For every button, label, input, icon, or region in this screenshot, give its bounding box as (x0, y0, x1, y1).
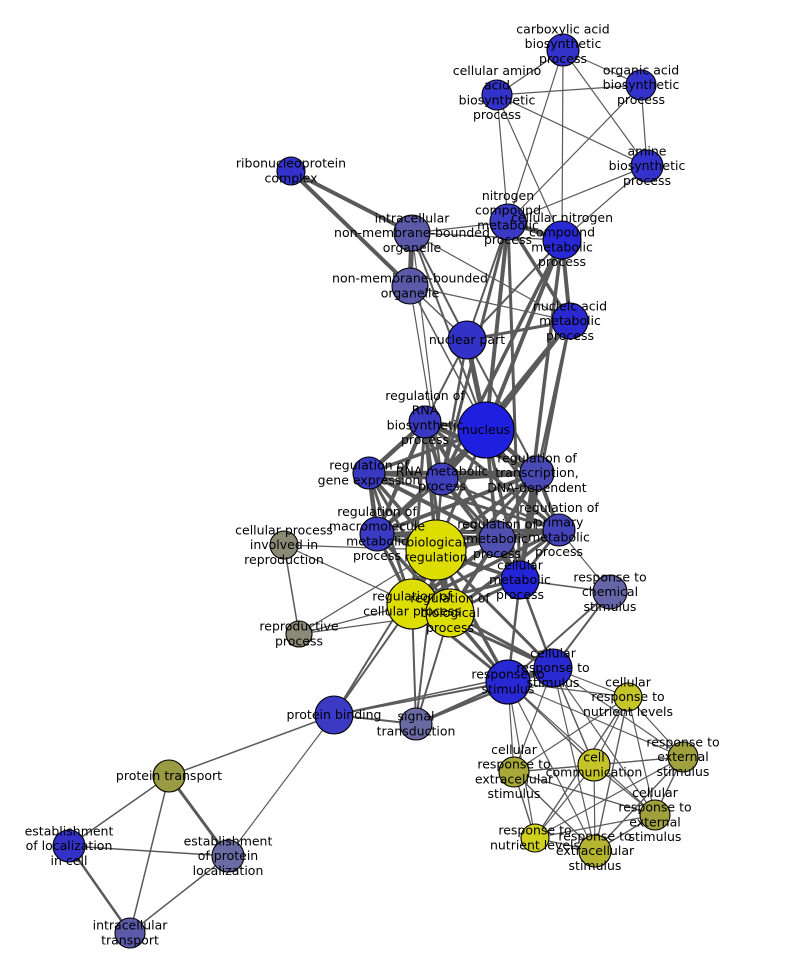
graph-node-response-to-stimulus[interactable] (485, 659, 531, 705)
graph-edge (411, 232, 563, 241)
graph-edge (496, 94, 648, 167)
graph-edge (367, 471, 499, 541)
graph-edge (333, 549, 437, 716)
graph-edge (168, 714, 335, 777)
graph-edge (513, 771, 596, 852)
graph-node-cellular-amino-acid-biosynthetic-process[interactable] (481, 79, 513, 111)
graph-node-amine-biosynthetic-process[interactable] (630, 149, 664, 183)
graph-edge (507, 591, 611, 683)
graph-edge (167, 774, 230, 858)
graph-node-ribonucleoprotein-complex[interactable] (276, 156, 306, 186)
graph-node-regulation-of-rna-biosynthetic-process[interactable] (408, 405, 442, 439)
graph-edge (552, 667, 656, 816)
graph-node-cellular-response-to-stimulus[interactable] (533, 648, 573, 688)
graph-edge (507, 49, 564, 223)
graph-node-biological-regulation[interactable] (405, 519, 467, 581)
graph-node-intracellular-non-membrane-bounded-organelle[interactable] (393, 214, 431, 252)
graph-node-carboxylic-acid-biosynthetic-process[interactable] (546, 33, 580, 67)
graph-edge (484, 220, 510, 432)
graph-edge (375, 420, 427, 536)
graph-edge (375, 528, 561, 536)
graph-node-nucleic-acid-metabolic-process[interactable] (551, 302, 589, 340)
graph-node-establishment-of-localization-in-cell[interactable] (52, 829, 86, 863)
graph-edge (627, 696, 656, 816)
graph-node-response-to-external-stimulus[interactable] (667, 741, 699, 773)
graph-edge (68, 775, 170, 847)
graph-node-cell-communication[interactable] (577, 748, 611, 782)
graph-node-regulation-of-gene-expression[interactable] (352, 456, 386, 490)
graph-edge (552, 667, 596, 852)
graph-edge (414, 666, 555, 726)
graph-node-cellular-process-involved-in-reproduction[interactable] (269, 530, 299, 560)
graph-node-intracellular-transport[interactable] (114, 917, 146, 949)
graph-edge (411, 232, 487, 431)
graph-node-response-to-chemical-stimulus[interactable] (592, 574, 628, 610)
graph-edge (594, 756, 684, 852)
graph-edge (375, 471, 539, 536)
graph-node-regulation-of-transcription-dna-dependent[interactable] (519, 455, 555, 491)
graph-node-response-to-nutrient-levels[interactable] (520, 823, 550, 853)
graph-node-signal-transduction[interactable] (399, 707, 433, 741)
graph-node-cellular-response-to-external-stimulus[interactable] (639, 799, 671, 831)
graph-edge (67, 844, 132, 935)
graph-node-regulation-of-biological-process[interactable] (425, 588, 475, 638)
graph-edge (507, 681, 596, 852)
graph-node-protein-binding[interactable] (314, 695, 354, 735)
graph-edge (440, 477, 561, 532)
graph-node-non-membrane-bounded-organelle[interactable] (391, 267, 429, 305)
graph-node-protein-transport[interactable] (152, 759, 186, 793)
graph-edge (129, 855, 229, 934)
graph-edge (496, 84, 642, 96)
graph-edge (289, 169, 412, 288)
graph-edge (466, 221, 509, 341)
graph-edge (513, 696, 629, 773)
graph-edge (534, 756, 684, 839)
graph-edge (411, 232, 468, 341)
graph-node-cellular-nitrogen-compound-metabolic-process[interactable] (542, 220, 582, 260)
graph-node-nuclear-part[interactable] (447, 320, 487, 360)
graph-node-cellular-response-to-extracellular-stimulus[interactable] (498, 756, 530, 788)
graph-edge (68, 845, 229, 857)
graph-edge (496, 94, 509, 223)
graph-edge (507, 681, 684, 758)
graph-edge (534, 814, 656, 839)
graph-edge (289, 169, 414, 235)
graph-edge (227, 714, 335, 857)
graph-edge (409, 285, 571, 322)
graph-node-regulation-of-primary-metabolic-process[interactable] (542, 513, 576, 547)
graph-node-rna-metabolic-process[interactable] (425, 462, 459, 496)
graph-node-organic-acid-biosynthetic-process[interactable] (625, 69, 657, 101)
graph-edge (513, 771, 656, 816)
graph-edge (496, 94, 563, 241)
graph-edge (411, 232, 571, 322)
graph-edge (561, 49, 564, 241)
graph-node-regulation-of-metabolic-process[interactable] (478, 520, 516, 558)
graph-node-establishment-of-protein-localization[interactable] (211, 839, 245, 873)
graph-edge (283, 544, 300, 635)
graph-node-cellular-response-to-nutrient-levels[interactable] (613, 682, 643, 712)
graph-edge (535, 319, 572, 475)
graph-edge (507, 681, 656, 816)
graph-edge (440, 477, 522, 582)
graph-edge (507, 84, 642, 223)
graph-edge (129, 775, 170, 934)
graph-node-nitrogen-compound-metabolic-process[interactable] (489, 203, 527, 241)
graph-edge (506, 220, 522, 582)
graph-edge (507, 165, 648, 223)
graph-edge (562, 49, 648, 167)
graph-node-nucleus[interactable] (457, 401, 515, 459)
node-layer (52, 33, 699, 949)
graph-node-response-to-extracellular-stimulus[interactable] (578, 834, 612, 868)
graph-node-regulation-of-macromolecule-metabolic-process[interactable] (359, 516, 395, 552)
graph-node-reproductive-process[interactable] (285, 620, 313, 648)
graph-edge (518, 238, 564, 582)
edge-layer (67, 49, 684, 935)
graph-node-cellular-metabolic-process[interactable] (500, 560, 540, 600)
